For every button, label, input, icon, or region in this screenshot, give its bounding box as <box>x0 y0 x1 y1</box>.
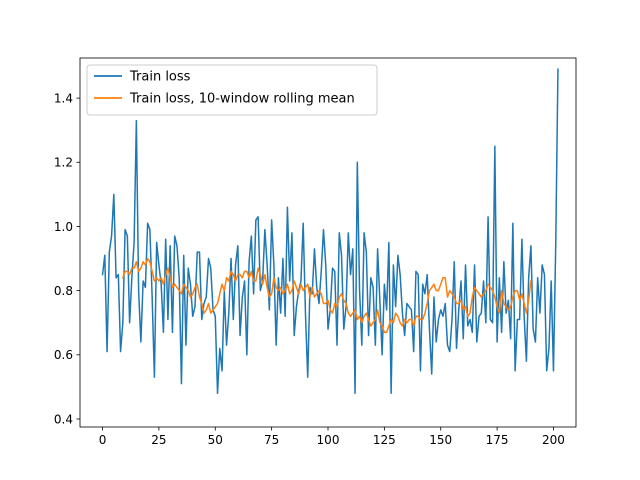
y-tick-label: 0.8 <box>54 284 73 298</box>
y-tick-label: 0.6 <box>54 348 73 362</box>
x-tick-label: 100 <box>317 433 340 447</box>
y-tick-label: 0.4 <box>54 412 73 426</box>
x-tick-label: 50 <box>208 433 223 447</box>
x-tick-label: 125 <box>373 433 396 447</box>
series-layer <box>101 68 559 395</box>
legend-frame <box>86 64 378 116</box>
x-tick-label: 150 <box>429 433 452 447</box>
series-rolling-mean-line <box>121 257 532 334</box>
x-tick-label: 25 <box>151 433 166 447</box>
x-tick-label: 75 <box>264 433 279 447</box>
x-tick-label: 200 <box>542 433 565 447</box>
y-tick-label: 1.4 <box>54 91 73 105</box>
y-tick-label: 1.0 <box>54 220 73 234</box>
y-axis: 0.4 0.6 0.8 1.0 1.2 1.4 <box>54 91 80 426</box>
legend-label-rolling-mean: Train loss, 10-window rolling mean <box>129 92 355 107</box>
legend-label-train-loss: Train loss <box>129 70 191 85</box>
legend: Train loss Train loss, 10-window rolling… <box>86 64 378 116</box>
x-tick-label: 175 <box>486 433 509 447</box>
x-axis: 0 25 50 75 100 125 150 175 200 <box>99 427 565 447</box>
x-tick-label: 0 <box>99 433 107 447</box>
y-tick-label: 1.2 <box>54 156 73 170</box>
